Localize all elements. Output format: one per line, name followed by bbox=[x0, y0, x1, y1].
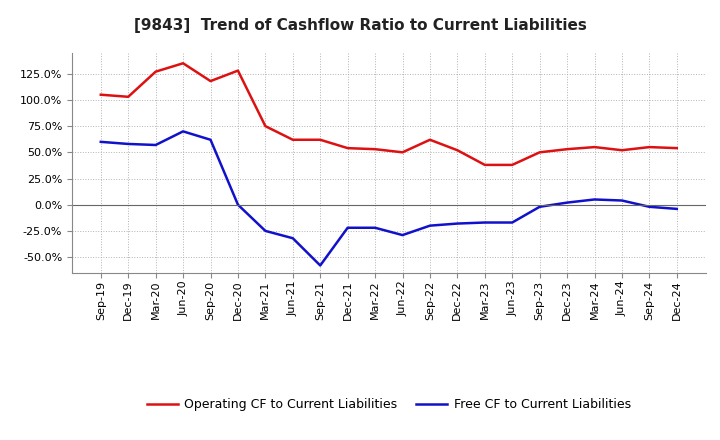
Operating CF to Current Liabilities bbox=[233, 68, 242, 73]
Text: [9843]  Trend of Cashflow Ratio to Current Liabilities: [9843] Trend of Cashflow Ratio to Curren… bbox=[134, 18, 586, 33]
Operating CF to Current Liabilities bbox=[343, 146, 352, 151]
Operating CF to Current Liabilities bbox=[124, 94, 132, 99]
Free CF to Current Liabilities bbox=[343, 225, 352, 231]
Free CF to Current Liabilities bbox=[453, 221, 462, 226]
Operating CF to Current Liabilities bbox=[316, 137, 325, 143]
Free CF to Current Liabilities bbox=[645, 204, 654, 209]
Operating CF to Current Liabilities bbox=[206, 78, 215, 84]
Operating CF to Current Liabilities bbox=[618, 147, 626, 153]
Free CF to Current Liabilities bbox=[124, 141, 132, 147]
Operating CF to Current Liabilities bbox=[371, 147, 379, 152]
Operating CF to Current Liabilities bbox=[261, 124, 270, 129]
Operating CF to Current Liabilities bbox=[536, 150, 544, 155]
Legend: Operating CF to Current Liabilities, Free CF to Current Liabilities: Operating CF to Current Liabilities, Fre… bbox=[142, 393, 636, 416]
Operating CF to Current Liabilities bbox=[508, 162, 516, 168]
Free CF to Current Liabilities bbox=[371, 225, 379, 231]
Operating CF to Current Liabilities bbox=[453, 147, 462, 153]
Free CF to Current Liabilities bbox=[151, 143, 160, 148]
Operating CF to Current Liabilities bbox=[672, 146, 681, 151]
Free CF to Current Liabilities bbox=[426, 223, 434, 228]
Operating CF to Current Liabilities bbox=[480, 162, 489, 168]
Free CF to Current Liabilities bbox=[563, 200, 572, 205]
Free CF to Current Liabilities bbox=[96, 139, 105, 144]
Operating CF to Current Liabilities bbox=[96, 92, 105, 97]
Operating CF to Current Liabilities bbox=[398, 150, 407, 155]
Free CF to Current Liabilities bbox=[206, 137, 215, 143]
Free CF to Current Liabilities bbox=[233, 202, 242, 207]
Operating CF to Current Liabilities bbox=[179, 61, 187, 66]
Free CF to Current Liabilities bbox=[508, 220, 516, 225]
Free CF to Current Liabilities bbox=[179, 129, 187, 134]
Line: Free CF to Current Liabilities: Free CF to Current Liabilities bbox=[101, 132, 677, 265]
Operating CF to Current Liabilities bbox=[289, 137, 297, 143]
Free CF to Current Liabilities bbox=[536, 204, 544, 209]
Free CF to Current Liabilities bbox=[316, 263, 325, 268]
Free CF to Current Liabilities bbox=[480, 220, 489, 225]
Line: Operating CF to Current Liabilities: Operating CF to Current Liabilities bbox=[101, 63, 677, 165]
Free CF to Current Liabilities bbox=[672, 206, 681, 212]
Free CF to Current Liabilities bbox=[398, 232, 407, 238]
Free CF to Current Liabilities bbox=[590, 197, 599, 202]
Operating CF to Current Liabilities bbox=[426, 137, 434, 143]
Operating CF to Current Liabilities bbox=[590, 144, 599, 150]
Free CF to Current Liabilities bbox=[289, 235, 297, 241]
Operating CF to Current Liabilities bbox=[151, 69, 160, 74]
Operating CF to Current Liabilities bbox=[645, 144, 654, 150]
Operating CF to Current Liabilities bbox=[563, 147, 572, 152]
Free CF to Current Liabilities bbox=[618, 198, 626, 203]
Free CF to Current Liabilities bbox=[261, 228, 270, 234]
